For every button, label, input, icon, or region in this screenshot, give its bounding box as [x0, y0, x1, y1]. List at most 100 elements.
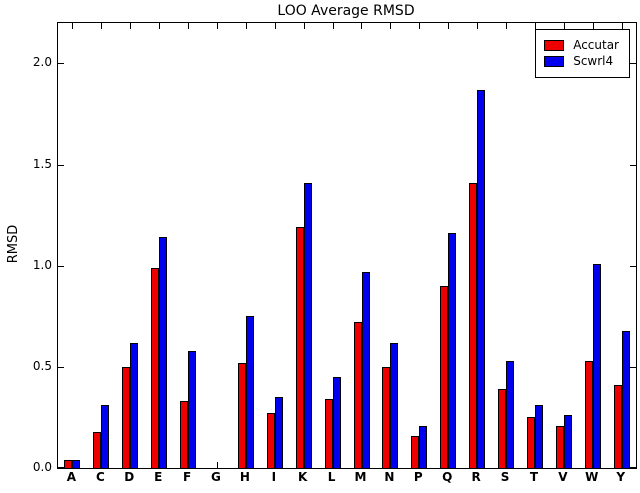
x-tick-mark	[361, 23, 363, 29]
x-tick-mark	[448, 462, 450, 468]
y-tick-label: 1.0	[32, 257, 52, 272]
x-tick-label-H: H	[239, 470, 250, 484]
x-tick-label-F: F	[182, 470, 192, 484]
bar-scwrl4-S	[506, 360, 515, 468]
bar-group-Q	[434, 23, 463, 468]
legend-label: Scwrl4	[573, 54, 614, 68]
y-tick-label: 0.5	[32, 358, 52, 373]
x-tick-mark	[563, 462, 565, 468]
bar-scwrl4-Q	[448, 233, 457, 468]
y-tick-mark	[630, 63, 636, 65]
bar-group-A	[58, 23, 87, 468]
y-tick-mark	[58, 467, 64, 468]
x-tick-mark	[332, 23, 334, 29]
x-tick-label-G: G	[211, 470, 221, 484]
bar-group-S	[492, 23, 521, 468]
bar-accutar-T	[526, 417, 535, 468]
bar-group-H	[231, 23, 260, 468]
bar-group-V	[549, 23, 578, 468]
bar-scwrl4-D	[130, 342, 139, 468]
bar-scwrl4-W	[592, 263, 601, 468]
x-tick-mark	[188, 462, 190, 468]
x-tick-mark	[477, 462, 479, 468]
x-tick-mark	[216, 23, 218, 29]
x-tick-label-K: K	[298, 470, 308, 484]
bar-accutar-M	[353, 322, 362, 468]
x-tick-mark	[592, 462, 594, 468]
bar-accutar-L	[324, 399, 333, 468]
bar-accutar-N	[382, 366, 391, 468]
bar-scwrl4-F	[188, 350, 197, 468]
bar-group-G	[203, 23, 232, 468]
x-tick-mark	[130, 462, 132, 468]
bar-scwrl4-E	[159, 237, 168, 468]
bar-accutar-A	[64, 459, 73, 468]
x-tick-mark	[159, 462, 161, 468]
x-tick-mark	[419, 462, 421, 468]
bars-container	[58, 23, 636, 468]
x-tick-mark	[159, 23, 161, 29]
legend-swatch	[544, 56, 565, 67]
bar-group-F	[174, 23, 203, 468]
x-tick-mark	[101, 462, 103, 468]
bar-accutar-V	[555, 425, 564, 468]
bar-group-D	[116, 23, 145, 468]
x-tick-mark	[592, 23, 594, 29]
y-tick-mark	[630, 366, 636, 368]
x-tick-mark	[621, 462, 623, 468]
legend: Accutar Scwrl4	[535, 29, 630, 78]
y-tick-mark	[58, 164, 64, 166]
bar-scwrl4-N	[390, 342, 399, 468]
x-tick-mark	[332, 462, 334, 468]
bar-group-P	[405, 23, 434, 468]
x-tick-label-M: M	[354, 470, 367, 484]
x-tick-mark	[101, 23, 103, 29]
x-tick-mark	[390, 23, 392, 29]
y-tick-mark	[58, 63, 64, 65]
plot-area: Accutar Scwrl4	[57, 22, 637, 469]
x-tick-mark	[563, 23, 565, 29]
bar-accutar-K	[295, 227, 304, 468]
x-tick-mark	[303, 23, 305, 29]
x-tick-label-R: R	[471, 470, 481, 484]
x-tick-label-P: P	[413, 470, 423, 484]
bar-scwrl4-L	[332, 377, 341, 468]
x-tick-mark	[216, 462, 218, 468]
x-tick-label-C: C	[95, 470, 105, 484]
bar-group-E	[145, 23, 174, 468]
bar-accutar-P	[411, 435, 420, 468]
x-tick-mark	[477, 23, 479, 29]
y-tick-mark	[58, 265, 64, 267]
bar-accutar-S	[498, 389, 507, 468]
x-tick-mark	[419, 23, 421, 29]
x-tick-label-Q: Q	[442, 470, 453, 484]
x-tick-label-W: W	[585, 470, 599, 484]
legend-label: Accutar	[573, 38, 619, 52]
chart-title: LOO Average RMSD	[277, 3, 415, 19]
bar-scwrl4-Y	[621, 330, 630, 468]
x-tick-mark	[534, 23, 536, 29]
bar-group-R	[463, 23, 492, 468]
bar-group-N	[376, 23, 405, 468]
bar-scwrl4-C	[101, 405, 110, 468]
bar-scwrl4-K	[303, 182, 312, 468]
x-tick-label-E: E	[154, 470, 163, 484]
bar-accutar-C	[93, 431, 102, 468]
x-tick-label-L: L	[327, 470, 336, 484]
x-tick-mark	[274, 462, 276, 468]
x-tick-label-V: V	[558, 470, 568, 484]
bar-accutar-H	[237, 362, 246, 468]
bar-group-I	[260, 23, 289, 468]
bar-scwrl4-I	[274, 397, 283, 468]
bar-accutar-E	[151, 267, 160, 468]
bar-group-C	[87, 23, 116, 468]
y-tick-label: 2.0	[32, 55, 52, 70]
y-tick-mark	[630, 164, 636, 166]
y-tick-label: 0.0	[32, 460, 52, 474]
x-tick-label-N: N	[384, 470, 395, 484]
bar-scwrl4-H	[245, 316, 254, 468]
bar-group-M	[347, 23, 376, 468]
bar-scwrl4-M	[361, 271, 370, 468]
x-tick-mark	[390, 462, 392, 468]
